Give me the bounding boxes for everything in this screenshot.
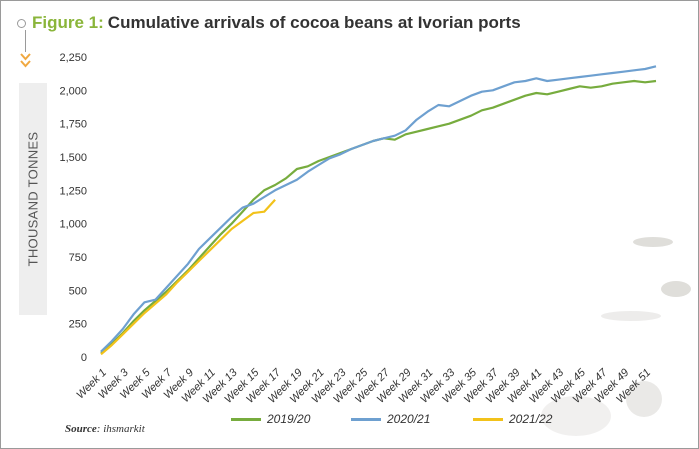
y-tick-label: 1,250 bbox=[59, 185, 87, 197]
legend-item: 2021/22 bbox=[473, 412, 552, 426]
y-tick-label: 750 bbox=[69, 252, 87, 264]
y-tick-label: 1,000 bbox=[59, 219, 87, 231]
source-value: : ihsmarkit bbox=[96, 423, 145, 435]
decorative-splash bbox=[633, 237, 673, 247]
legend-label: 2020/21 bbox=[387, 412, 431, 426]
legend-swatch bbox=[351, 417, 381, 421]
decorative-splash bbox=[601, 311, 661, 321]
title-circle-icon bbox=[17, 18, 26, 28]
legend-item: 2020/21 bbox=[351, 412, 430, 426]
y-axis-label-band bbox=[19, 83, 47, 315]
legend-swatch bbox=[473, 417, 503, 421]
legend-item: 2019/20 bbox=[231, 412, 310, 426]
source-note: Source: ihsmarkit bbox=[65, 423, 145, 435]
title-connector-line bbox=[25, 30, 26, 52]
legend-swatch bbox=[231, 417, 261, 421]
source-label: Source bbox=[65, 423, 97, 435]
legend-label: 2021/22 bbox=[509, 412, 553, 426]
legend: 2019/20 2020/21 2021/22 bbox=[1, 412, 698, 428]
decorative-splash bbox=[541, 396, 611, 436]
decorative-splash bbox=[626, 381, 662, 417]
decorative-splash bbox=[661, 281, 691, 297]
y-tick-label: 2,000 bbox=[59, 85, 87, 97]
y-tick-label: 1,500 bbox=[59, 152, 87, 164]
y-tick-label: 2,250 bbox=[59, 52, 87, 64]
series-line-2020-21 bbox=[100, 65, 657, 353]
chart-title: Cumulative arrivals of cocoa beans at Iv… bbox=[107, 13, 521, 32]
series-line-2019-20 bbox=[100, 79, 657, 354]
figure-number: Figure 1: bbox=[32, 13, 104, 32]
series-line-2021-22 bbox=[100, 198, 276, 356]
legend-label: 2019/20 bbox=[267, 412, 311, 426]
y-tick-label: 1,750 bbox=[59, 119, 87, 131]
y-tick-label: 250 bbox=[69, 319, 87, 331]
title-row: Figure 1: Cumulative arrivals of cocoa b… bbox=[17, 11, 521, 35]
chevron-down-icon bbox=[20, 53, 31, 61]
y-tick-label: 0 bbox=[81, 352, 87, 364]
chevron-down-icon bbox=[20, 60, 31, 68]
y-tick-label: 500 bbox=[69, 285, 87, 297]
